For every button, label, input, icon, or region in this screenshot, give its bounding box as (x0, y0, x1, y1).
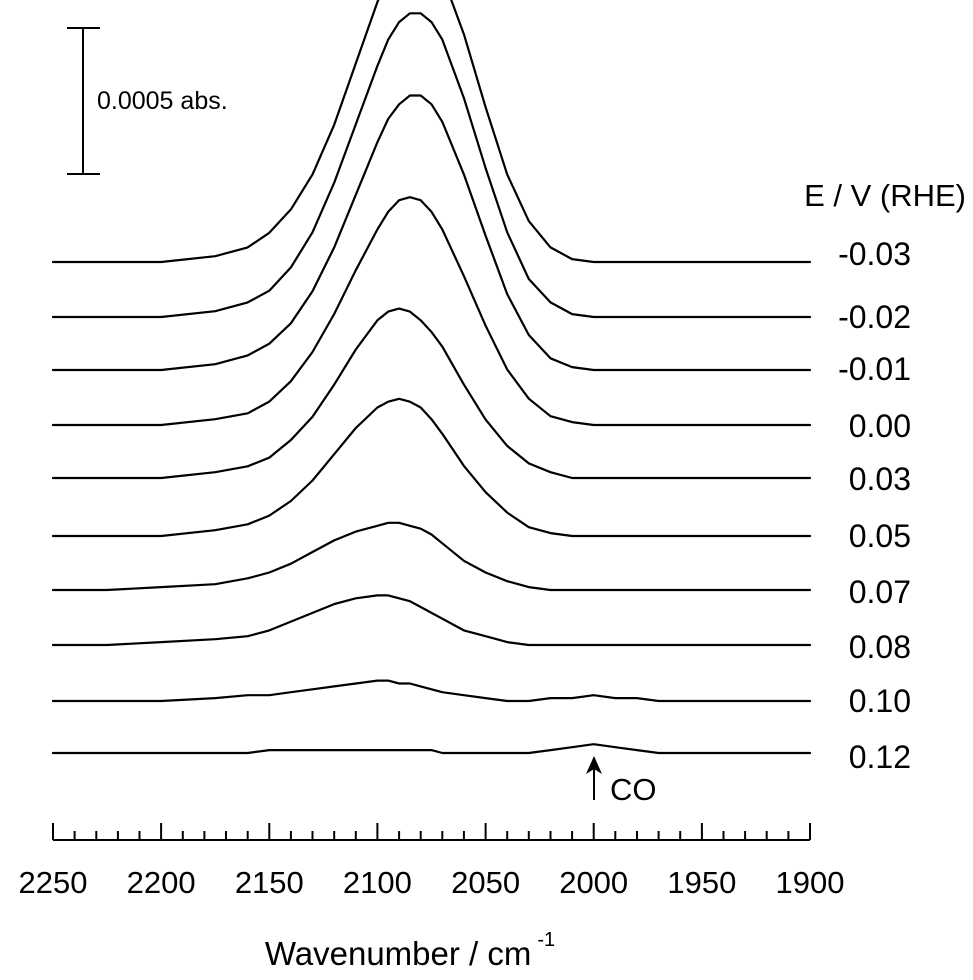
co-annotation: CO (586, 756, 657, 807)
x-tick-label: 2250 (19, 865, 88, 900)
x-axis: 2250 2200 2150 2100 2050 2000 1950 1900 Wavenum… (19, 823, 845, 972)
co-label: CO (610, 772, 657, 807)
potential-label: 0.00 (849, 408, 911, 444)
x-tick-label: 2050 (451, 865, 520, 900)
spectrum-trace (51, 12, 812, 319)
x-tick-label: 2100 (343, 865, 412, 900)
x-axis-label-text: Wavenumber / cm (265, 935, 532, 972)
x-tick-label: 2150 (235, 865, 304, 900)
spectrum-trace (51, 679, 812, 703)
x-axis-label: Wavenumber / cm -1 (265, 929, 555, 972)
co-arrow-head (586, 756, 602, 774)
potential-label: -0.03 (838, 236, 911, 272)
potential-label: 0.05 (849, 518, 911, 554)
x-tick-label: 2200 (127, 865, 196, 900)
x-tick-label: 2000 (559, 865, 628, 900)
spectrum-trace (51, 196, 812, 427)
potential-label: 0.07 (849, 574, 911, 610)
potential-label: -0.01 (838, 351, 911, 387)
spectrum-trace (51, 521, 812, 592)
potential-label: 0.03 (849, 461, 911, 497)
scale-bar: 0.0005 abs. (67, 27, 228, 175)
scale-bar-label: 0.0005 abs. (97, 87, 228, 115)
legend-title: E / V (RHE) (804, 178, 966, 213)
potential-label: 0.10 (849, 683, 911, 719)
spectrum-trace (51, 743, 812, 755)
traces-group (51, 0, 812, 755)
potential-label: 0.12 (849, 739, 911, 775)
spectrum-trace (51, 307, 812, 480)
x-ticks-group: 2250 2200 2150 2100 2050 2000 1950 1900 (19, 823, 845, 900)
spectrum-trace (51, 594, 812, 647)
x-tick-label: 1900 (776, 865, 845, 900)
spectrum-trace (51, 0, 812, 264)
potential-labels-group: -0.03 -0.02 -0.01 0.00 0.03 0.05 0.07 0.08 0.10 0… (838, 236, 911, 775)
spectrum-trace (51, 397, 812, 538)
x-axis-label-exponent: -1 (537, 929, 555, 951)
spectrum-trace (51, 94, 812, 372)
x-tick-label: 1950 (667, 865, 736, 900)
potential-label: -0.02 (838, 299, 911, 335)
potential-label: 0.08 (849, 629, 911, 665)
